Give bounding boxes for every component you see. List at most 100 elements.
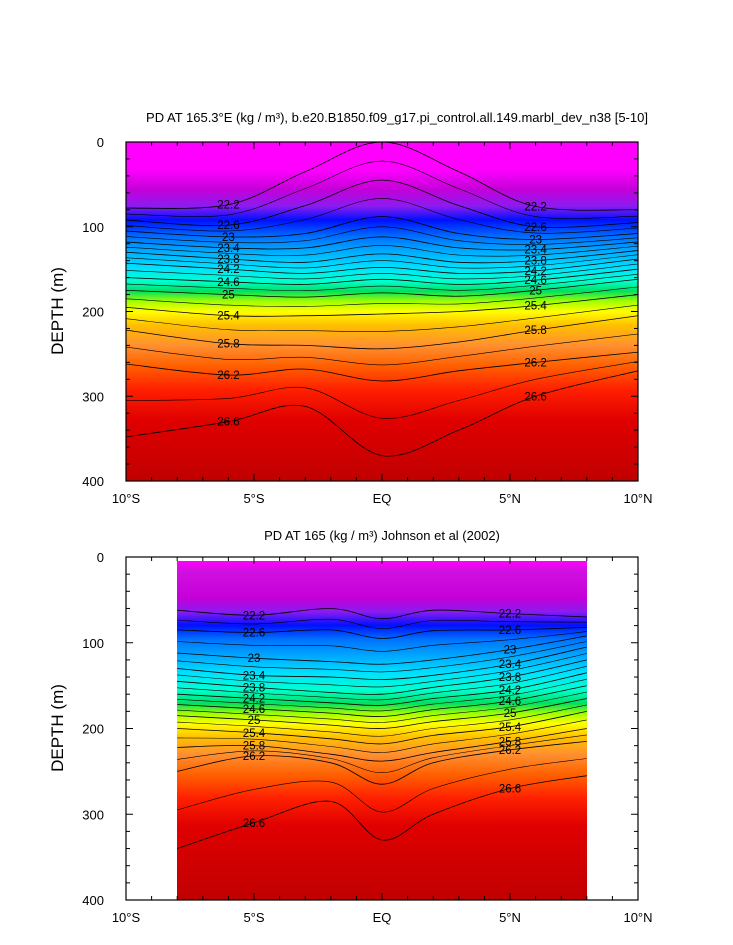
isoline-25-8 [126,315,638,350]
y-tick-label: 0 [97,550,104,565]
isoline-25 [126,278,638,298]
isoline-minor [126,254,638,269]
isoline-minor [177,618,587,629]
x-tick-label: 10°N [623,491,652,506]
isoline-minor [177,704,587,737]
x-tick-label: 10°N [623,910,652,925]
contour-label: 25.4 [217,311,240,323]
isoline-25-4 [177,711,587,745]
top-axes: 10°S 5°S EQ 5°N 10°N 0 100 200 300 400 [82,135,652,506]
isoline-minor [177,666,587,701]
isoline-minor [177,734,587,774]
isoline-26-6 [126,370,638,457]
isoline-23-4 [126,236,638,251]
top-panel-title: PD AT 165.3°E (kg / m³), b.e20.B1850.f09… [146,110,648,125]
bottom-axes: 10°S 5°S EQ 5°N 10°N 0 100 200 300 400 [82,550,652,925]
x-tick-label: 5°S [243,491,264,506]
isoline-22-2 [126,142,638,211]
isoline-minor [126,273,638,292]
top-fill [126,142,638,481]
isoline-22-2 [177,608,587,620]
isoline-23-8 [126,250,638,264]
contour-label: 23.4 [243,670,266,682]
bottom-panel: PD AT 165 (kg / m³) Johnson et al (2002)… [48,528,653,925]
isoline-26-2 [177,741,587,785]
isoline-minor [126,304,638,332]
contour-label: 22.2 [499,609,521,621]
isoline-minor [177,758,587,813]
x-tick-label: 10°S [112,491,141,506]
isoline-minor [177,641,587,673]
contour-label: 25.4 [524,301,547,313]
contour-label: 25 [529,285,542,297]
isoline-minor [177,631,587,652]
isoline-26-6 [177,775,587,849]
y-tick-label: 200 [82,305,104,320]
isoline-24-6 [126,268,638,285]
x-tick-label: 5°S [243,910,264,925]
contour-label: 23 [248,653,261,665]
isoline-22-6 [126,179,638,228]
contour-label: 25 [248,715,261,727]
x-tick-label: 5°N [499,910,521,925]
y-tick-label: 200 [82,722,104,737]
isoline-minor [126,263,638,280]
isoline-23-8 [177,659,587,695]
contour-label: 23 [222,232,235,244]
contour-label: 25.8 [217,339,239,351]
contour-label: 22.2 [524,201,546,213]
contour-label: 24.6 [524,275,546,287]
contour-label: 25.4 [499,722,522,734]
isoline-23-4 [177,646,587,681]
isoline-23 [177,635,587,665]
contour-label: 25.8 [243,741,265,753]
contour-label: 22.2 [217,200,239,212]
isoline-minor [177,678,587,712]
contour-label: 24.2 [217,264,239,276]
contour-label: 22.6 [524,222,546,234]
isoline-25-4 [126,294,638,317]
isoline-minor [126,226,638,245]
y-tick-label: 100 [82,220,104,235]
y-tick-label: 400 [82,474,104,489]
contour-label: 23 [504,645,517,657]
contour-label: 23 [529,234,542,246]
isoline-24-6 [177,685,587,717]
contour-label: 24.6 [499,696,521,708]
isoline-23 [126,216,638,240]
contour-label: 24.6 [217,277,239,289]
contour-label: 26.2 [499,745,521,757]
bottom-contours [177,608,587,849]
isoline-minor [126,361,638,419]
contour-label: 23.8 [217,254,239,266]
isoline-25 [177,698,587,729]
contour-label: 25 [504,708,517,720]
contour-label: 23.8 [524,256,546,268]
contour-label: 24.2 [243,693,265,705]
isoline-minor [126,160,638,219]
isoline-26-2 [126,351,638,382]
contour-label: 26.2 [524,357,546,369]
isoline-minor [126,245,638,257]
contour-label: 26.6 [499,784,521,796]
contour-label: 22.6 [499,625,521,637]
isoline-minor [126,333,638,366]
contour-label: 26.6 [217,417,239,429]
bottom-contour-labels: 22.2 22.222.6 22.6232323.423.423.823.824.2… [243,609,522,830]
isoline-minor [177,653,587,688]
contour-label: 26.2 [243,751,265,763]
contour-label: 23.8 [243,682,265,694]
contour-label: 22.6 [217,220,239,232]
bottom-panel-title: PD AT 165 (kg / m³) Johnson et al (2002) [264,528,500,543]
contour-label: 23.4 [217,243,240,255]
contour-label: 23.4 [524,245,547,257]
x-tick-label: 10°S [112,910,141,925]
contour-label: 25 [222,290,235,302]
bottom-fill [177,561,587,900]
isoline-minor [126,198,638,234]
contour-label: 23.4 [499,659,522,671]
isoline-25-8 [177,728,587,762]
isoline-minor [126,286,638,307]
